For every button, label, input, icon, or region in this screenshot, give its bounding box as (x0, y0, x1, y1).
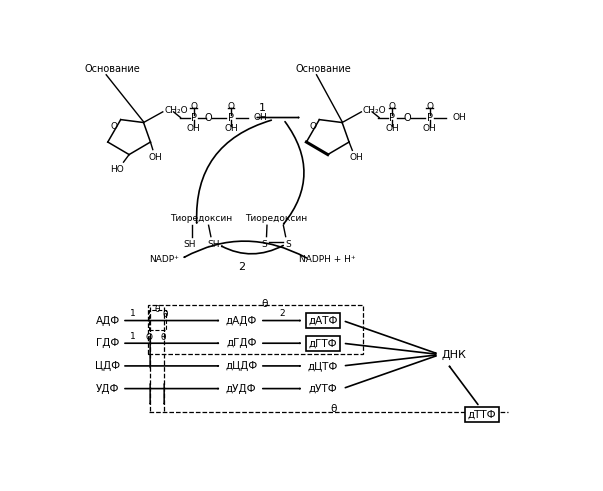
Text: OH: OH (253, 113, 267, 122)
Text: OH: OH (385, 124, 399, 133)
Text: Θ: Θ (145, 333, 152, 342)
Text: O: O (389, 102, 396, 110)
Text: NADPH + H⁺: NADPH + H⁺ (300, 255, 356, 264)
Text: O: O (111, 122, 118, 131)
Text: Тиоредоксин: Тиоредоксин (245, 215, 308, 223)
Text: УДФ: УДФ (96, 383, 120, 394)
Text: SH: SH (184, 241, 196, 249)
Text: Тиоредоксин: Тиоредоксин (171, 215, 233, 223)
Text: ЦДФ: ЦДФ (95, 361, 120, 371)
Text: HO: HO (110, 165, 124, 174)
Text: 1: 1 (130, 332, 136, 341)
Text: O: O (227, 102, 235, 110)
Text: P: P (191, 112, 197, 123)
Text: дТТФ: дТТФ (468, 409, 496, 419)
Text: 2: 2 (238, 262, 245, 272)
Text: дЦДФ: дЦДФ (225, 361, 257, 371)
Text: дАТФ: дАТФ (308, 316, 338, 326)
Text: OH: OH (187, 124, 200, 133)
Text: O: O (309, 122, 317, 131)
Text: дУТФ: дУТФ (309, 383, 338, 394)
Text: OH: OH (349, 153, 363, 163)
Text: OH: OH (224, 124, 238, 133)
Text: O: O (403, 112, 411, 123)
Text: S: S (285, 241, 291, 249)
Text: дГТФ: дГТФ (309, 338, 337, 348)
Text: P: P (426, 112, 432, 123)
Text: OH: OH (423, 124, 437, 133)
Text: дЦТФ: дЦТФ (308, 361, 338, 371)
Text: CH₂O: CH₂O (164, 106, 188, 115)
Text: 1: 1 (130, 309, 136, 318)
Text: АДФ: АДФ (95, 316, 120, 326)
Text: ДНК: ДНК (441, 350, 466, 359)
Bar (148, 305, 363, 354)
Text: O: O (190, 102, 197, 110)
Text: дАДФ: дАДФ (226, 316, 257, 326)
Text: O: O (205, 112, 212, 123)
Bar (149, 310, 166, 330)
Text: ГДФ: ГДФ (96, 338, 120, 348)
Text: θ: θ (160, 333, 166, 342)
Text: O: O (426, 102, 433, 110)
Text: θ: θ (330, 405, 337, 414)
Text: OH: OH (148, 153, 162, 162)
Text: θ: θ (261, 299, 268, 309)
Text: S: S (262, 241, 268, 249)
Text: SH: SH (207, 241, 219, 249)
Text: дУДФ: дУДФ (226, 383, 257, 394)
Text: дГДФ: дГДФ (226, 338, 256, 348)
Text: P: P (389, 112, 395, 123)
Text: θ: θ (163, 310, 168, 319)
Text: P: P (228, 112, 234, 123)
Text: 2: 2 (279, 309, 285, 318)
Text: Основание: Основание (295, 64, 351, 74)
Text: θ: θ (154, 305, 160, 314)
Text: Основание: Основание (84, 64, 140, 74)
Text: OH: OH (452, 113, 466, 122)
Text: 1: 1 (259, 103, 266, 113)
Text: CH₂O: CH₂O (363, 106, 387, 115)
Text: NADP⁺: NADP⁺ (149, 255, 179, 264)
